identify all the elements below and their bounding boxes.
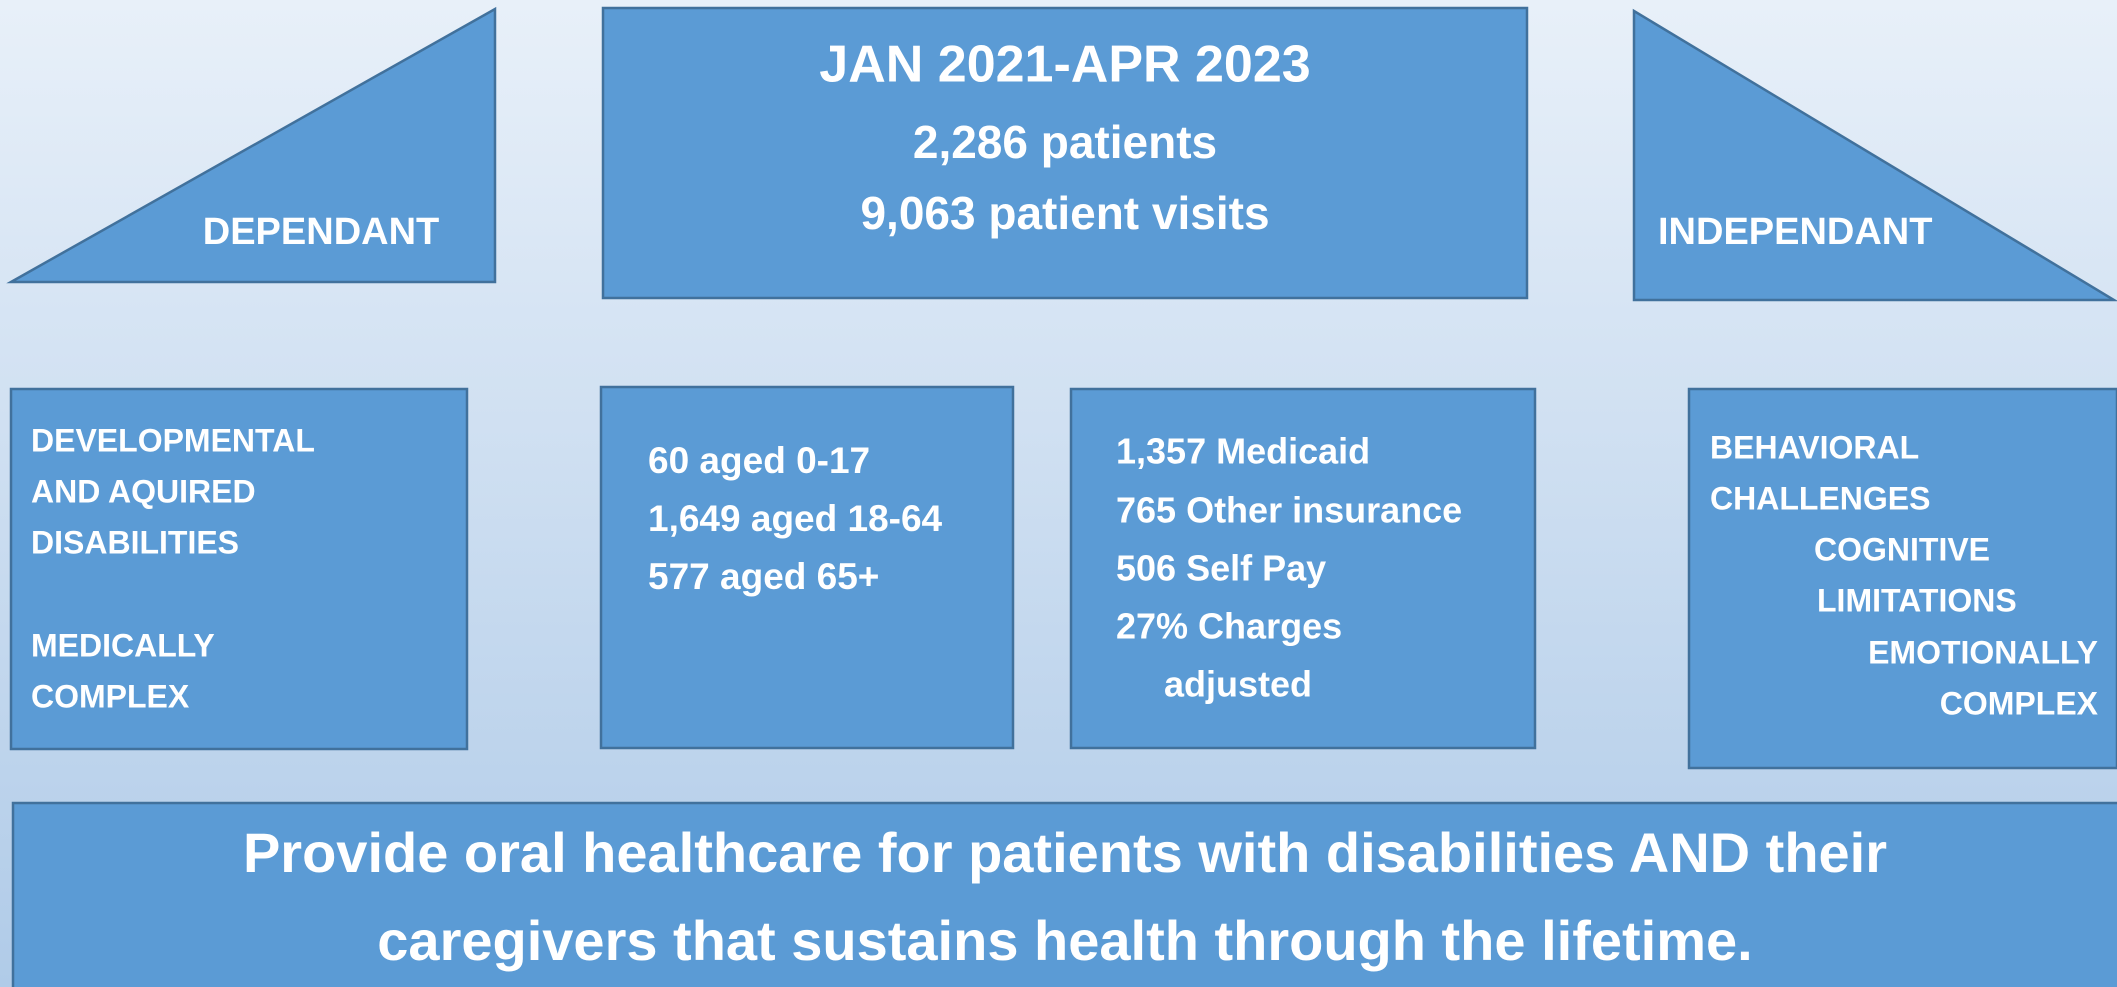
- box-line: 1,357 Medicaid: [1116, 431, 1370, 472]
- header-box: [601, 6, 1529, 300]
- triangle-label: DEPENDANT: [203, 211, 439, 253]
- box: [1069, 387, 1537, 750]
- mission-line: caregivers that sustains health through …: [377, 909, 1752, 972]
- box-line: AND AQUIRED: [31, 473, 256, 509]
- box-line: 765 Other insurance: [1116, 490, 1462, 531]
- box-line: MEDICALLY: [31, 627, 215, 663]
- mission-line: Provide oral healthcare for patients wit…: [243, 821, 1887, 884]
- left-triangle: [6, 6, 497, 284]
- header-line: 2,286 patients: [913, 116, 1217, 168]
- box-line: 27% Charges: [1116, 606, 1342, 647]
- box-line: 506 Self Pay: [1116, 548, 1326, 589]
- box-line: 60 aged 0-17: [648, 440, 870, 481]
- box-line: CHALLENGES: [1710, 480, 1930, 516]
- box-line: LIMITATIONS: [1817, 582, 2017, 618]
- triangle-label: INDEPENDANT: [1658, 211, 1932, 253]
- box-line: 577 aged 65+: [648, 556, 879, 597]
- box-line: DISABILITIES: [31, 524, 239, 560]
- box-line: EMOTIONALLY: [1868, 634, 2098, 670]
- box-line: COMPLEX: [31, 678, 190, 714]
- right-triangle: [1632, 8, 2117, 302]
- box-line: BEHAVIORAL: [1710, 429, 1919, 465]
- header-line: 9,063 patient visits: [860, 187, 1269, 239]
- box-line: adjusted: [1164, 664, 1312, 705]
- box-line: COGNITIVE: [1814, 531, 1990, 567]
- box: [599, 385, 1015, 750]
- mission-box: [11, 801, 2117, 987]
- header-line: JAN 2021-APR 2023: [819, 36, 1310, 94]
- box: [1687, 387, 2117, 770]
- box-line: COMPLEX: [1940, 685, 2099, 721]
- box: [9, 387, 469, 751]
- box-line: DEVELOPMENTAL: [31, 422, 315, 458]
- box-line: 1,649 aged 18-64: [648, 498, 943, 539]
